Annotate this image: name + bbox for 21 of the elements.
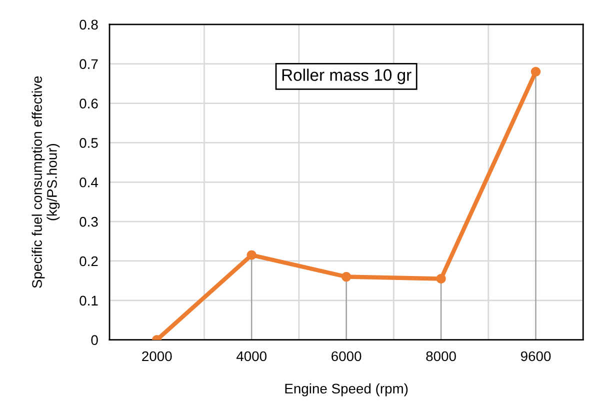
x-tick-label: 4000 — [236, 351, 267, 362]
point — [341, 272, 352, 282]
y-tick-label: 0.3 — [80, 216, 98, 227]
y-tick-label: 0.4 — [80, 177, 98, 188]
x-tick-label: 9600 — [520, 351, 551, 362]
y-axis-title: Specific fuel consumption effective (kg/PS.hour) — [32, 76, 60, 288]
y-tick-label: 0.1 — [80, 296, 98, 306]
y-tick-label: 0 — [91, 335, 98, 346]
x-axis-title: Engine Speed (rpm) — [285, 383, 408, 396]
x-tick-label: 8000 — [426, 351, 456, 362]
y-tick-label: 0.6 — [80, 98, 98, 108]
x-tick-label: 6000 — [332, 351, 362, 362]
point — [530, 66, 541, 77]
point — [436, 274, 446, 284]
y-tick-label: 0.5 — [80, 138, 98, 148]
annotation: Roller mass 10 gr — [282, 68, 412, 84]
point — [246, 250, 256, 260]
y-tick-label: 0.2 — [80, 256, 98, 266]
y-tick-label: 0.8 — [80, 20, 98, 30]
y-tick-label: 0.7 — [80, 59, 98, 70]
x-tick-label: 2000 — [142, 351, 172, 362]
